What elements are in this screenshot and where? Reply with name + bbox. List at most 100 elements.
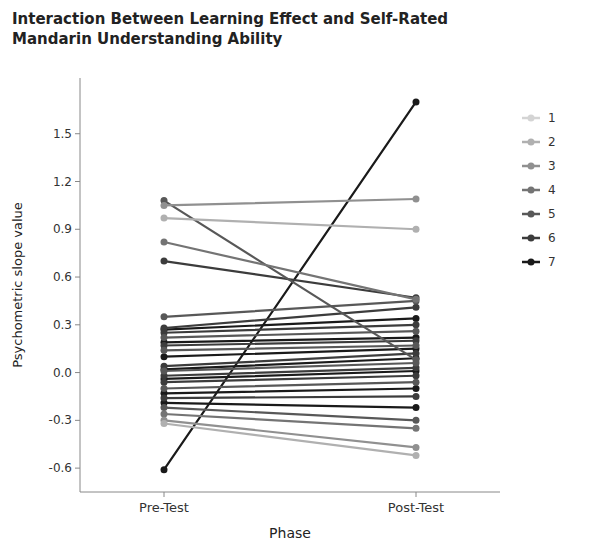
legend-item: 2	[522, 135, 556, 149]
title-line: Interaction Between Learning Effect and …	[12, 10, 448, 28]
slope-line	[164, 424, 416, 456]
point	[161, 215, 168, 222]
slope-line	[164, 218, 416, 229]
point	[413, 226, 420, 233]
slope-line	[164, 396, 416, 398]
point	[413, 452, 420, 459]
y-axis	[80, 78, 81, 492]
x-tick-label: Post-Test	[388, 500, 444, 515]
point	[161, 239, 168, 246]
legend-item: 7	[522, 255, 556, 269]
slope-line	[164, 301, 416, 317]
y-tick-label: 0.9	[53, 222, 72, 236]
legend-marker	[528, 235, 535, 242]
y-tick-label: 0.6	[53, 270, 72, 284]
x-axis-label: Phase	[269, 525, 311, 541]
legend-label: 4	[548, 183, 556, 197]
y-tick	[75, 420, 80, 421]
point	[413, 196, 420, 203]
y-tick-label: -0.6	[49, 461, 72, 475]
legend-label: 3	[548, 159, 556, 173]
point	[161, 404, 168, 411]
slope-line	[164, 389, 416, 394]
y-tick-label: 0.0	[53, 366, 72, 380]
point	[161, 334, 168, 341]
slope-line	[164, 341, 416, 346]
y-tick	[75, 468, 80, 469]
point	[161, 395, 168, 402]
legend-label: 5	[548, 207, 556, 221]
y-tick	[75, 133, 80, 134]
slope-line	[164, 420, 416, 447]
point	[161, 353, 168, 360]
y-tick-label: -0.3	[49, 413, 72, 427]
point	[413, 404, 420, 411]
point	[161, 410, 168, 417]
slope-line	[164, 414, 416, 428]
slope-line	[164, 363, 416, 371]
slope-line	[164, 199, 416, 205]
y-tick-label: 0.3	[53, 318, 72, 332]
legend-label: 1	[548, 111, 556, 125]
legend-label: 7	[548, 255, 556, 269]
point	[161, 367, 168, 374]
slope-line	[164, 242, 416, 299]
chart: Interaction Between Learning Effect and …	[0, 0, 600, 554]
legend-item: 1	[522, 111, 556, 125]
point	[161, 313, 168, 320]
y-axis-label: Psychometric slope value	[10, 202, 25, 368]
point	[413, 393, 420, 400]
legend-marker	[528, 259, 535, 266]
point	[413, 342, 420, 349]
x-tick	[416, 492, 417, 497]
y-tick-label: 1.2	[53, 175, 72, 189]
legend-marker	[528, 139, 535, 146]
point	[413, 417, 420, 424]
legend-item: 6	[522, 231, 556, 245]
point	[413, 328, 420, 335]
legend-marker	[528, 211, 535, 218]
slope-line	[164, 382, 416, 388]
point	[413, 315, 420, 322]
point	[413, 98, 420, 105]
plot-area	[161, 98, 420, 473]
slope-line	[164, 376, 416, 382]
legend-item: 3	[522, 159, 556, 173]
slope-line	[164, 331, 416, 337]
point	[161, 258, 168, 265]
point	[413, 350, 420, 357]
slope-line	[164, 408, 416, 421]
point	[161, 347, 168, 354]
legend-marker	[528, 163, 535, 170]
point	[161, 466, 168, 473]
slope-line	[164, 346, 416, 351]
y-tick	[75, 277, 80, 278]
slope-line	[164, 201, 416, 360]
legend-item: 4	[522, 183, 556, 197]
y-tick	[75, 324, 80, 325]
legend-marker	[528, 187, 535, 194]
legend-label: 2	[548, 135, 556, 149]
point	[413, 385, 420, 392]
point	[413, 296, 420, 303]
point	[161, 202, 168, 209]
title: Interaction Between Learning Effect and …	[12, 10, 448, 48]
x-tick-label: Pre-Test	[139, 500, 189, 515]
x-axis	[80, 492, 500, 493]
point	[413, 372, 420, 379]
slope-line	[164, 403, 416, 408]
slope-line	[164, 102, 416, 470]
y-tick-label: 1.5	[53, 127, 72, 141]
y-tick	[75, 181, 80, 182]
point	[413, 321, 420, 328]
title-line: Mandarin Understanding Ability	[12, 30, 283, 48]
point	[413, 425, 420, 432]
point	[161, 385, 168, 392]
legend-marker	[528, 115, 535, 122]
point	[161, 420, 168, 427]
slope-line	[164, 307, 416, 328]
point	[161, 379, 168, 386]
point	[413, 379, 420, 386]
x-tick	[164, 492, 165, 497]
point	[413, 444, 420, 451]
